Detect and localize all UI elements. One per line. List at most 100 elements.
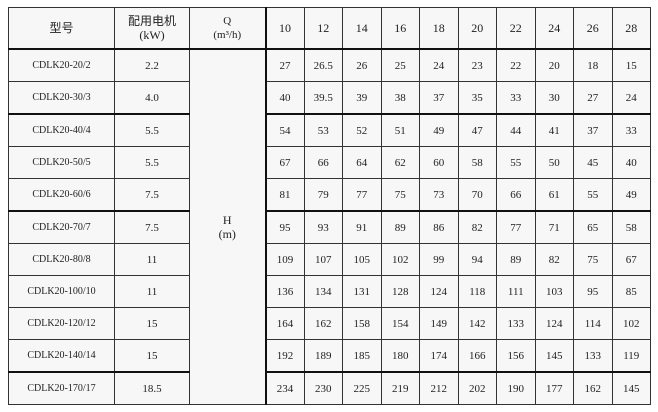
head-value-cell: 149 [419, 307, 459, 340]
head-value-cell: 103 [534, 275, 574, 308]
head-value-cell: 95 [265, 210, 305, 244]
head-value-cell: 174 [419, 339, 459, 373]
pump-performance-table: 型号 配用电机 (kW) Q (m³/h) 10 12 14 16 18 20 22 24 26 28… [8, 7, 651, 405]
head-value-cell: 225 [342, 371, 382, 405]
head-value-cell: 33 [611, 113, 651, 147]
head-value-cell: 40 [265, 81, 305, 115]
table-row: CDLK20-40/4 5.5 54 53 52 51 49 47 44 41 37 33 [8, 113, 651, 147]
head-value-cell: 37 [573, 113, 613, 147]
head-value-cell: 27 [573, 81, 613, 115]
head-value-cell: 55 [496, 146, 536, 179]
head-value-cell: 66 [303, 146, 343, 179]
table-row: CDLK20-80/8 11 109 107 105 102 99 94 89 82 75 67 [8, 243, 651, 276]
head-value-cell: 33 [496, 81, 536, 115]
head-value-cell: 24 [611, 81, 651, 115]
head-value-cell: 81 [265, 178, 305, 212]
head-value-cell: 118 [457, 275, 497, 308]
head-value-cell: 58 [457, 146, 497, 179]
head-value-cell: 52 [342, 113, 382, 147]
head-value-cell: 18 [573, 48, 613, 82]
head-value-cell: 66 [496, 178, 536, 212]
head-value-cell: 75 [380, 178, 420, 212]
head-value-cell: 25 [380, 48, 420, 82]
flow-value-header: 20 [457, 7, 497, 50]
head-value-cell: 189 [303, 339, 343, 373]
head-value-cell: 136 [265, 275, 305, 308]
model-cell: CDLK20-100/10 [8, 275, 115, 308]
head-value-cell: 44 [496, 113, 536, 147]
flow-header-unit: (m³/h) [213, 29, 242, 41]
head-value-cell: 102 [380, 243, 420, 276]
power-cell: 7.5 [114, 210, 190, 244]
head-value-cell: 190 [496, 371, 536, 405]
model-header-label: 型号 [49, 21, 74, 35]
table-row: CDLK20-70/7 7.5 95 93 91 89 86 82 77 71 65 58 [8, 210, 651, 244]
head-value-cell: 71 [534, 210, 574, 244]
head-value-cell: 145 [534, 339, 574, 373]
head-value-cell: 192 [265, 339, 305, 373]
power-cell: 11 [114, 275, 190, 308]
head-value-cell: 119 [611, 339, 651, 373]
head-value-cell: 61 [534, 178, 574, 212]
head-value-cell: 185 [342, 339, 382, 373]
table-row: CDLK20-30/3 4.0 40 39.5 39 38 37 35 33 30 27 24 [8, 81, 651, 115]
head-value-cell: 58 [611, 210, 651, 244]
head-value-cell: 124 [534, 307, 574, 340]
head-value-cell: 212 [419, 371, 459, 405]
head-value-cell: 20 [534, 48, 574, 82]
head-value-cell: 128 [380, 275, 420, 308]
motor-header-unit: (kW) [139, 28, 165, 42]
power-cell: 18.5 [114, 371, 190, 405]
model-header: 型号 [8, 7, 115, 50]
motor-header-label: 配用电机 [127, 14, 176, 28]
head-value-cell: 102 [611, 307, 651, 340]
model-cell: CDLK20-50/5 [8, 146, 115, 179]
head-value-cell: 133 [496, 307, 536, 340]
power-cell: 15 [114, 339, 190, 373]
head-value-cell: 73 [419, 178, 459, 212]
head-value-cell: 50 [534, 146, 574, 179]
head-value-cell: 49 [419, 113, 459, 147]
head-label: H [222, 213, 232, 227]
motor-header: 配用电机 (kW) [114, 7, 190, 50]
head-value-cell: 40 [611, 146, 651, 179]
power-cell: 15 [114, 307, 190, 340]
power-cell: 5.5 [114, 113, 190, 147]
head-value-cell: 99 [419, 243, 459, 276]
head-value-cell: 105 [342, 243, 382, 276]
model-cell: CDLK20-70/7 [8, 210, 115, 244]
head-value-cell: 180 [380, 339, 420, 373]
head-value-cell: 37 [419, 81, 459, 115]
head-value-cell: 53 [303, 113, 343, 147]
head-value-cell: 109 [265, 243, 305, 276]
head-value-cell: 60 [419, 146, 459, 179]
head-value-cell: 45 [573, 146, 613, 179]
head-value-cell: 24 [419, 48, 459, 82]
model-cell: CDLK20-40/4 [8, 113, 115, 147]
flow-value-header: 22 [496, 7, 536, 50]
head-value-cell: 94 [457, 243, 497, 276]
head-value-cell: 26 [342, 48, 382, 82]
head-value-cell: 67 [611, 243, 651, 276]
power-cell: 11 [114, 243, 190, 276]
head-value-cell: 111 [496, 275, 536, 308]
head-value-cell: 64 [342, 146, 382, 179]
head-value-cell: 131 [342, 275, 382, 308]
head-value-cell: 55 [573, 178, 613, 212]
head-value-cell: 114 [573, 307, 613, 340]
head-value-cell: 158 [342, 307, 382, 340]
head-value-cell: 30 [534, 81, 574, 115]
head-value-cell: 164 [265, 307, 305, 340]
head-value-cell: 26.5 [303, 48, 343, 82]
head-value-cell: 65 [573, 210, 613, 244]
head-value-cell: 27 [265, 48, 305, 82]
head-value-cell: 15 [611, 48, 651, 82]
table-row: CDLK20-170/17 18.5 234 230 225 219 212 202 190 17… [8, 371, 651, 405]
table-row: CDLK20-140/14 15 192 189 185 180 174 166 156 145 1… [8, 339, 651, 373]
head-value-cell: 142 [457, 307, 497, 340]
head-value-cell: 86 [419, 210, 459, 244]
head-value-cell: 230 [303, 371, 343, 405]
head-value-cell: 38 [380, 81, 420, 115]
head-unit: (m) [218, 227, 236, 241]
head-value-cell: 70 [457, 178, 497, 212]
